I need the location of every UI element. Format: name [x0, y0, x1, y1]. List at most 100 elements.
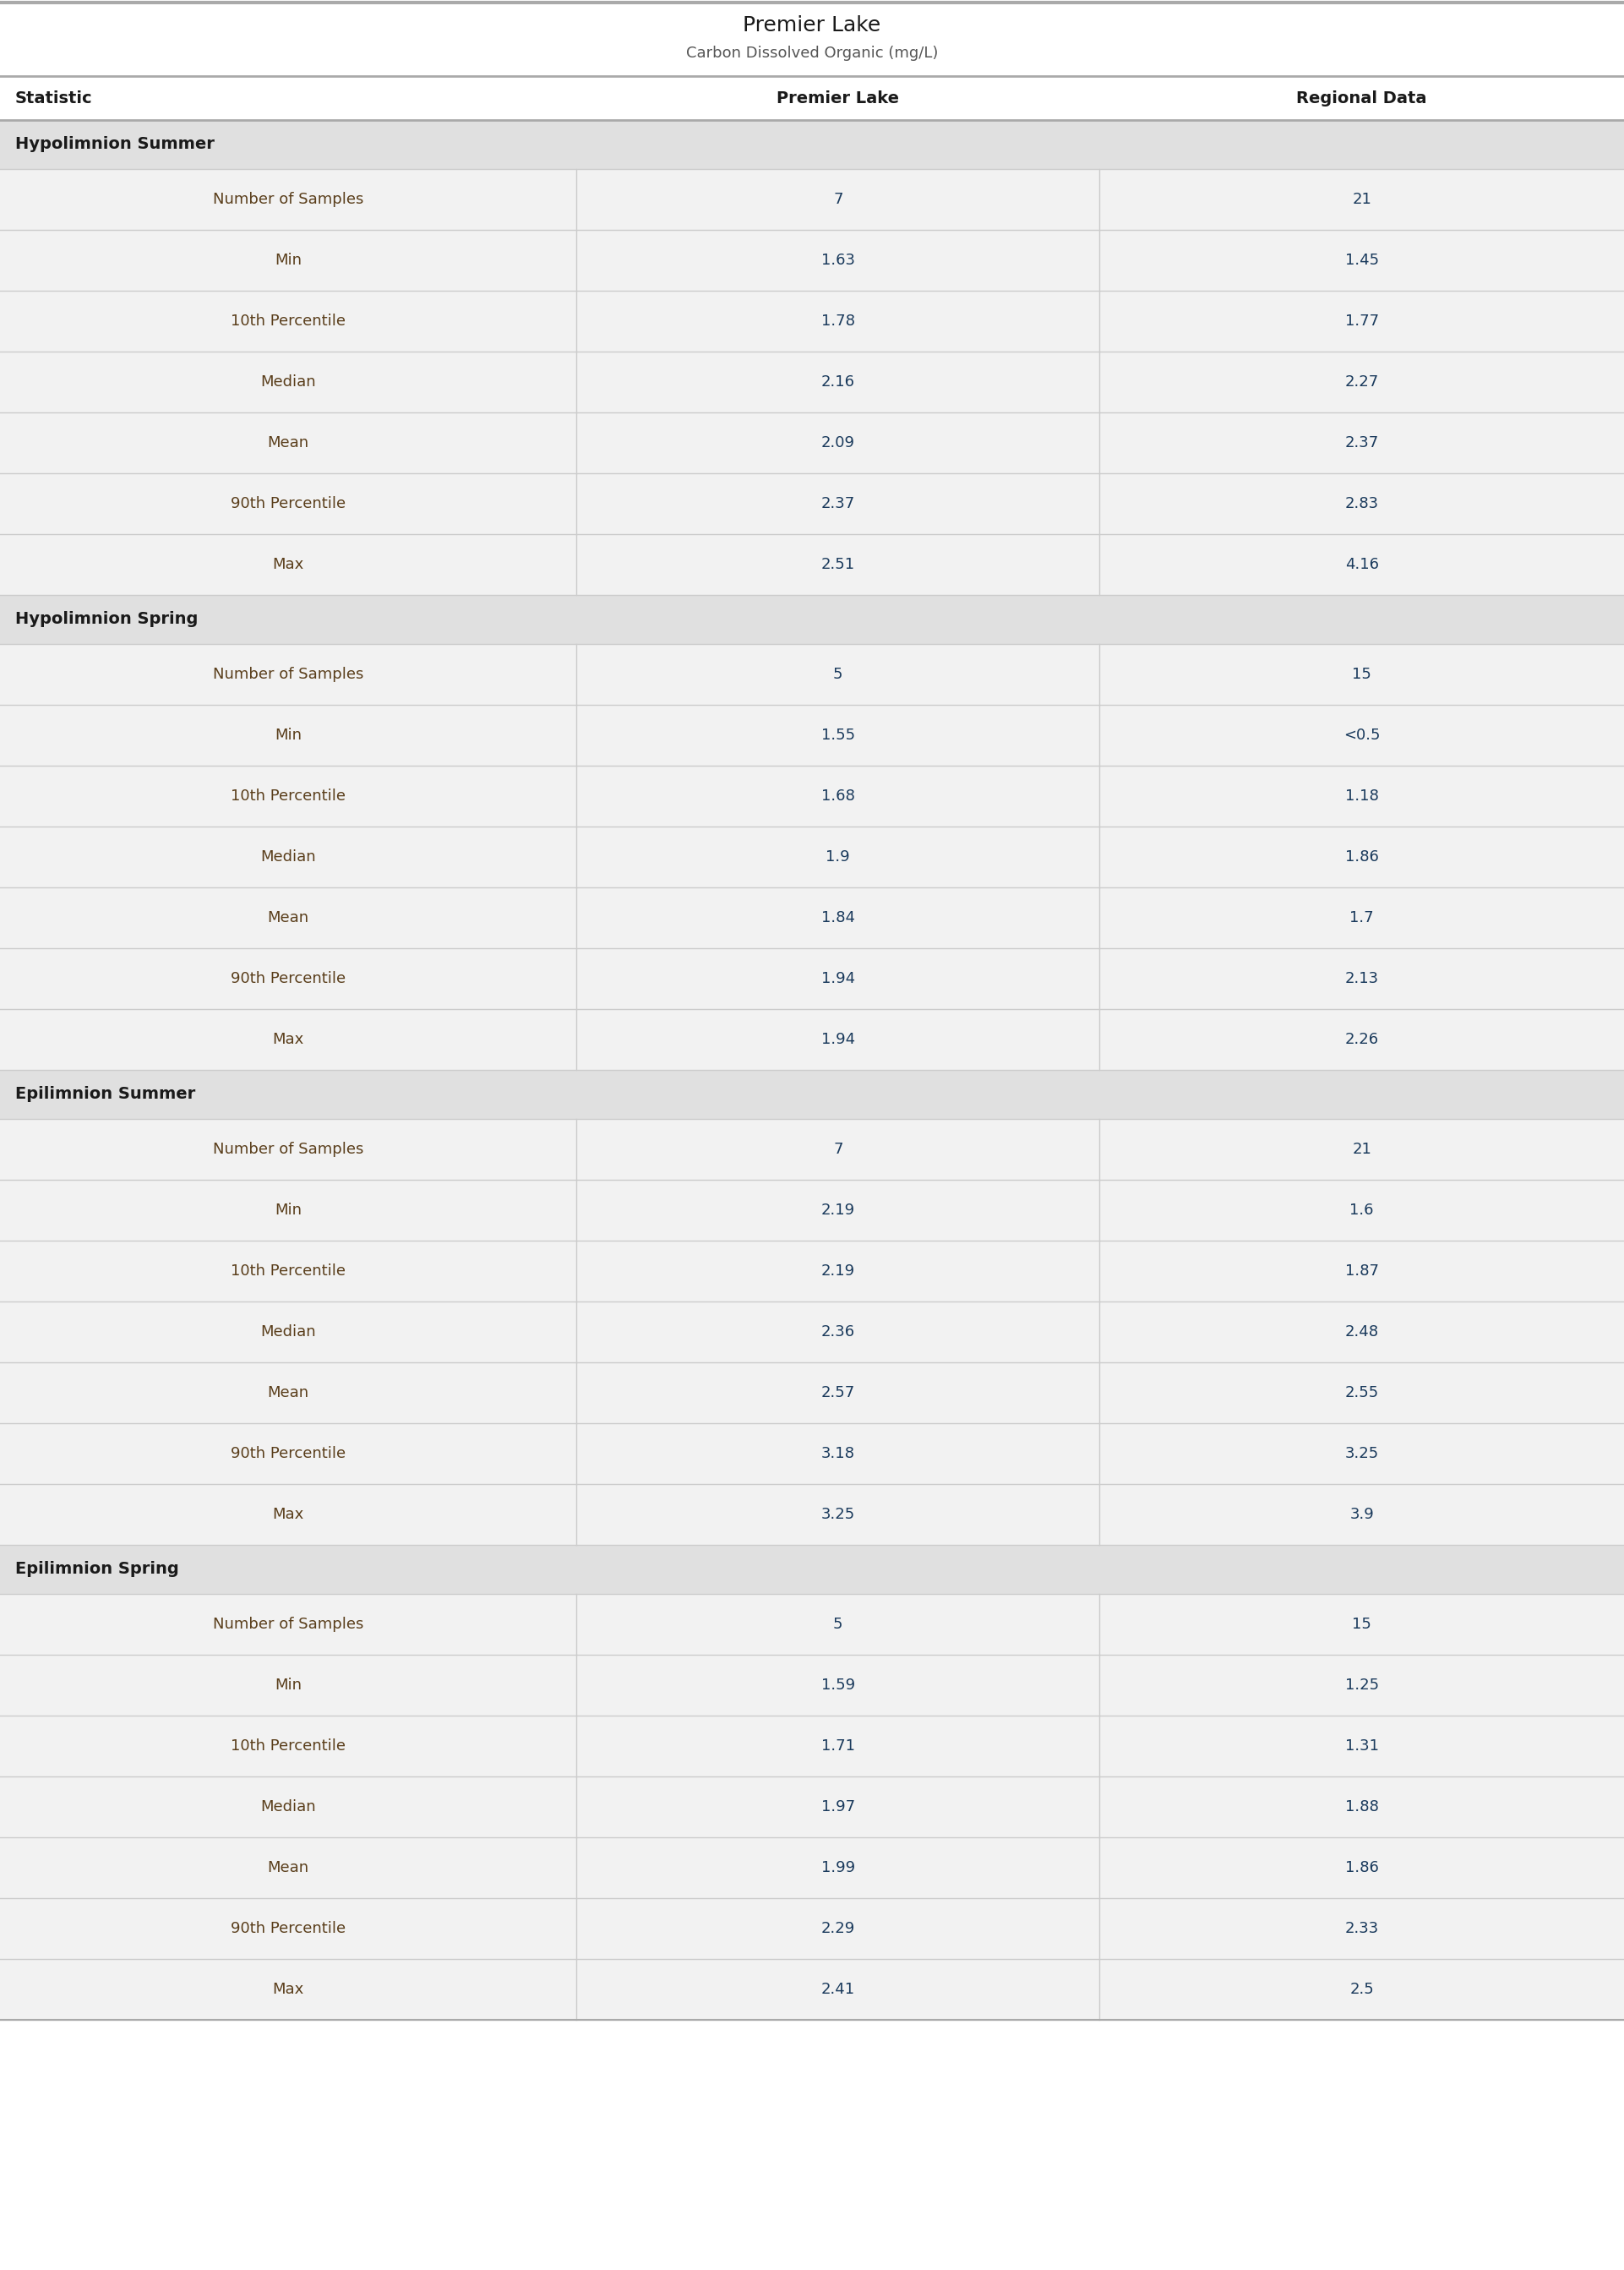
Text: 21: 21 [1353, 1142, 1371, 1158]
Bar [0, 120, 1624, 168]
Text: Number of Samples: Number of Samples [213, 1142, 364, 1158]
Text: 1.63: 1.63 [822, 252, 854, 268]
Text: 1.94: 1.94 [822, 972, 854, 985]
Bar [0, 472, 1624, 533]
Text: 1.86: 1.86 [1345, 1859, 1379, 1875]
Text: 10th Percentile: 10th Percentile [231, 1264, 346, 1278]
Bar [0, 1836, 1624, 1898]
Bar [0, 1119, 1624, 1180]
Text: 5: 5 [833, 667, 843, 681]
Text: 1.7: 1.7 [1350, 910, 1374, 926]
Text: 5: 5 [833, 1616, 843, 1632]
Text: Max: Max [273, 556, 304, 572]
Text: Median: Median [260, 849, 317, 865]
Text: Number of Samples: Number of Samples [213, 1616, 364, 1632]
Text: 1.25: 1.25 [1345, 1678, 1379, 1693]
Bar [0, 1594, 1624, 1655]
Bar [0, 77, 1624, 120]
Text: Premier Lake: Premier Lake [776, 91, 900, 107]
Bar [0, 352, 1624, 413]
Bar [0, 1010, 1624, 1069]
Bar [0, 1777, 1624, 1836]
Text: Max: Max [273, 1982, 304, 1998]
Text: Median: Median [260, 375, 317, 390]
Text: 3.9: 3.9 [1350, 1507, 1374, 1523]
Text: 21: 21 [1353, 193, 1371, 207]
Text: 1.59: 1.59 [822, 1678, 854, 1693]
Text: 2.5: 2.5 [1350, 1982, 1374, 1998]
Text: Median: Median [260, 1800, 317, 1814]
Text: 2.51: 2.51 [822, 556, 854, 572]
Text: 90th Percentile: 90th Percentile [231, 1920, 346, 1936]
Bar [0, 1180, 1624, 1242]
Bar [0, 704, 1624, 765]
Text: 2.41: 2.41 [822, 1982, 854, 1998]
Text: 2.36: 2.36 [822, 1323, 854, 1339]
Bar [0, 291, 1624, 352]
Text: 1.68: 1.68 [822, 788, 854, 804]
Text: 90th Percentile: 90th Percentile [231, 1446, 346, 1462]
Text: Min: Min [274, 1678, 302, 1693]
Text: 90th Percentile: 90th Percentile [231, 972, 346, 985]
Text: 3.25: 3.25 [1345, 1446, 1379, 1462]
Text: 2.37: 2.37 [822, 497, 854, 511]
Text: 1.88: 1.88 [1345, 1800, 1379, 1814]
Text: 1.9: 1.9 [827, 849, 849, 865]
Text: 4.16: 4.16 [1345, 556, 1379, 572]
Text: 1.97: 1.97 [822, 1800, 854, 1814]
Text: 1.55: 1.55 [822, 729, 854, 742]
Text: 1.6: 1.6 [1350, 1203, 1374, 1217]
Text: 2.16: 2.16 [822, 375, 854, 390]
Text: Statistic: Statistic [15, 91, 93, 107]
Text: Min: Min [274, 252, 302, 268]
Text: 1.45: 1.45 [1345, 252, 1379, 268]
Bar [0, 1069, 1624, 1119]
Bar [0, 0, 1624, 77]
Text: 3.25: 3.25 [822, 1507, 854, 1523]
Text: Carbon Dissolved Organic (mg/L): Carbon Dissolved Organic (mg/L) [685, 45, 939, 61]
Bar [0, 645, 1624, 704]
Text: 2.55: 2.55 [1345, 1385, 1379, 1401]
Text: 1.18: 1.18 [1345, 788, 1379, 804]
Text: 2.83: 2.83 [1345, 497, 1379, 511]
Bar [0, 765, 1624, 826]
Text: 2.19: 2.19 [822, 1203, 854, 1217]
Text: 1.31: 1.31 [1345, 1739, 1379, 1755]
Text: 2.26: 2.26 [1345, 1033, 1379, 1046]
Text: 90th Percentile: 90th Percentile [231, 497, 346, 511]
Text: <0.5: <0.5 [1343, 729, 1380, 742]
Text: 2.13: 2.13 [1345, 972, 1379, 985]
Text: 2.29: 2.29 [822, 1920, 854, 1936]
Bar [0, 1546, 1624, 1594]
Text: 1.94: 1.94 [822, 1033, 854, 1046]
Text: 2.37: 2.37 [1345, 436, 1379, 449]
Text: Min: Min [274, 1203, 302, 1217]
Bar [0, 229, 1624, 291]
Text: 10th Percentile: 10th Percentile [231, 1739, 346, 1755]
Text: Regional Data: Regional Data [1296, 91, 1427, 107]
Text: 1.86: 1.86 [1345, 849, 1379, 865]
Text: Hypolimnion Summer: Hypolimnion Summer [15, 136, 214, 152]
Text: Number of Samples: Number of Samples [213, 193, 364, 207]
Bar [0, 1655, 1624, 1716]
Bar [0, 168, 1624, 229]
Bar [0, 1716, 1624, 1777]
Text: 2.57: 2.57 [822, 1385, 854, 1401]
Text: 7: 7 [833, 1142, 843, 1158]
Text: 1.78: 1.78 [822, 313, 854, 329]
Text: Max: Max [273, 1507, 304, 1523]
Text: 1.77: 1.77 [1345, 313, 1379, 329]
Text: 1.71: 1.71 [822, 1739, 854, 1755]
Bar [0, 949, 1624, 1010]
Bar [0, 533, 1624, 595]
Text: 1.99: 1.99 [822, 1859, 854, 1875]
Bar [0, 595, 1624, 645]
Bar [0, 1242, 1624, 1301]
Text: 2.19: 2.19 [822, 1264, 854, 1278]
Bar [0, 1362, 1624, 1423]
Text: 2.27: 2.27 [1345, 375, 1379, 390]
Text: Mean: Mean [268, 436, 309, 449]
Text: Hypolimnion Spring: Hypolimnion Spring [15, 611, 198, 627]
Text: Mean: Mean [268, 1859, 309, 1875]
Bar [0, 1301, 1624, 1362]
